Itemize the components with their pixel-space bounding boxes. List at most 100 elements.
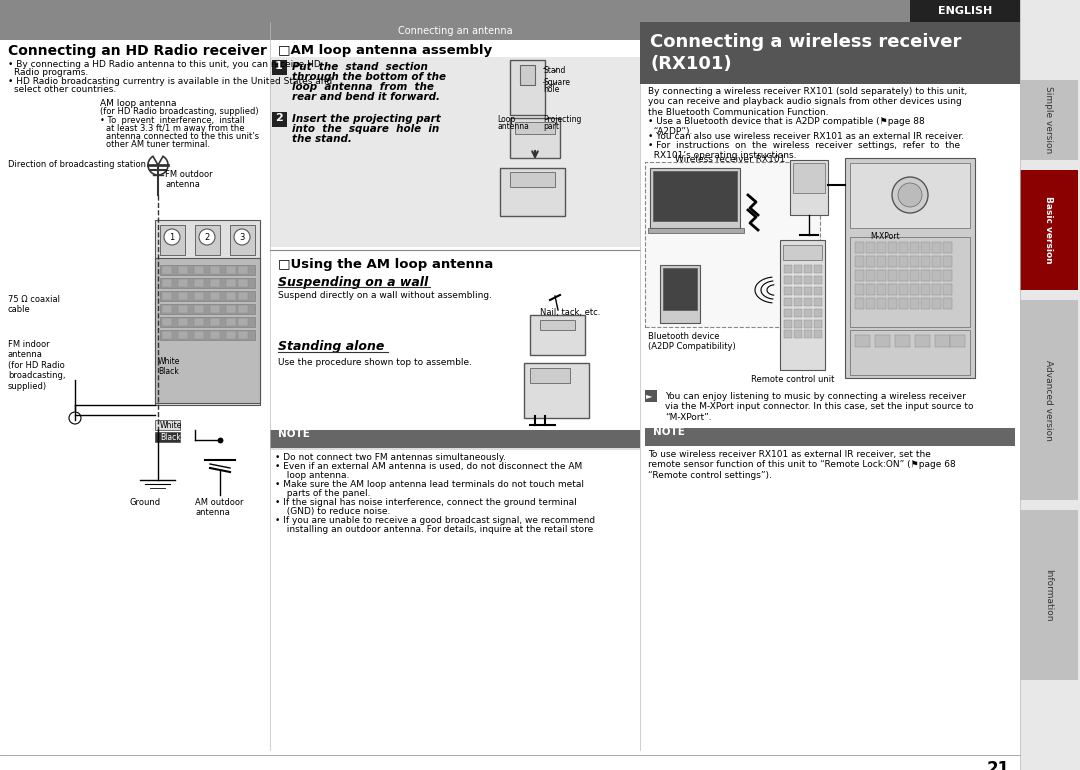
Bar [850, 163, 970, 228]
Bar [899, 256, 908, 267]
Text: Black: Black [160, 433, 180, 442]
Bar [210, 318, 220, 326]
Circle shape [892, 177, 928, 213]
Bar [784, 309, 792, 317]
Bar [789, 160, 828, 215]
Bar [814, 265, 822, 273]
Bar [178, 318, 188, 326]
Text: • If the signal has noise interference, connect the ground terminal: • If the signal has noise interference, … [275, 498, 577, 507]
Bar [794, 276, 802, 284]
Text: • Even if an external AM antenna is used, do not disconnect the AM: • Even if an external AM antenna is used… [275, 462, 582, 471]
Text: through the bottom of the: through the bottom of the [292, 72, 446, 82]
Bar [500, 168, 565, 216]
Bar [660, 265, 700, 323]
Bar [899, 270, 908, 281]
Bar [915, 335, 930, 347]
Bar [226, 331, 237, 339]
Bar [921, 270, 930, 281]
Bar [921, 298, 930, 309]
Bar [875, 335, 890, 347]
Bar [910, 0, 1020, 22]
Text: 75 Ω coaxial
cable: 75 Ω coaxial cable [8, 295, 60, 314]
Text: • Do not connect two FM antennas simultaneously.: • Do not connect two FM antennas simulta… [275, 453, 505, 462]
Bar [921, 242, 930, 253]
Text: Stand: Stand [543, 66, 565, 75]
Bar [932, 242, 941, 253]
Bar [794, 330, 802, 338]
Bar [888, 270, 897, 281]
Bar [226, 305, 237, 313]
Bar [783, 245, 822, 260]
Bar [910, 284, 919, 295]
Text: Suspending on a wall: Suspending on a wall [278, 276, 429, 289]
Bar [210, 279, 220, 287]
Text: Simple version: Simple version [1044, 86, 1053, 154]
Bar [877, 298, 886, 309]
Bar [160, 304, 255, 314]
Circle shape [69, 412, 81, 424]
Text: Connecting an HD Radio receiver: Connecting an HD Radio receiver [8, 44, 267, 58]
Bar [1020, 80, 1078, 160]
Bar [1020, 510, 1078, 680]
Circle shape [199, 229, 215, 245]
Text: • HD Radio broadcasting currentry is available in the United States and: • HD Radio broadcasting currentry is ava… [8, 77, 333, 86]
Bar [515, 122, 555, 134]
Bar [895, 335, 910, 347]
Text: Radio programs.: Radio programs. [14, 68, 89, 77]
Bar [877, 242, 886, 253]
Bar [645, 162, 820, 327]
Text: Connecting an antenna: Connecting an antenna [397, 26, 512, 36]
Bar [910, 242, 919, 253]
Bar [210, 331, 220, 339]
Bar [804, 265, 812, 273]
Bar [1020, 0, 1080, 770]
Bar [162, 266, 172, 274]
Bar [814, 309, 822, 317]
Text: You can enjoy listening to music by connecting a wireless receiver
via the M-XPo: You can enjoy listening to music by conn… [665, 392, 973, 422]
Bar [238, 331, 248, 339]
Bar [270, 430, 640, 448]
Bar [793, 163, 825, 193]
Bar [160, 291, 255, 301]
Bar [0, 0, 1020, 22]
Bar [156, 432, 180, 442]
Bar [943, 298, 951, 309]
Bar [160, 317, 255, 327]
Bar [1020, 300, 1078, 500]
Text: Remote control unit: Remote control unit [752, 375, 835, 384]
Bar [804, 287, 812, 295]
Bar [194, 318, 204, 326]
Text: 2: 2 [204, 233, 210, 242]
Bar [794, 298, 802, 306]
Bar [640, 22, 1020, 84]
Bar [519, 65, 535, 85]
Bar [238, 279, 248, 287]
Bar [943, 270, 951, 281]
Bar [794, 265, 802, 273]
Bar [921, 256, 930, 267]
Text: • You can also use wireless receiver RX101 as an external IR receiver.: • You can also use wireless receiver RX1… [648, 132, 964, 141]
Text: ►: ► [646, 391, 652, 400]
Bar [160, 265, 255, 275]
Bar [935, 335, 950, 347]
Bar [160, 225, 185, 255]
Bar [226, 292, 237, 300]
Bar [888, 284, 897, 295]
Bar [270, 22, 640, 40]
Bar [804, 276, 812, 284]
Bar [899, 242, 908, 253]
Bar [943, 256, 951, 267]
Bar [238, 266, 248, 274]
Text: • By connecting a HD Radio antenna to this unit, you can receive HD: • By connecting a HD Radio antenna to th… [8, 60, 321, 69]
Bar [855, 256, 864, 267]
Bar [160, 278, 255, 288]
Circle shape [164, 229, 180, 245]
Text: 21: 21 [987, 760, 1010, 770]
Bar [804, 298, 812, 306]
Text: AM loop antenna: AM loop antenna [100, 99, 176, 108]
Bar [648, 228, 744, 233]
Bar [645, 428, 1015, 446]
Text: Loop: Loop [497, 115, 515, 124]
Bar [910, 270, 919, 281]
Bar [794, 309, 802, 317]
